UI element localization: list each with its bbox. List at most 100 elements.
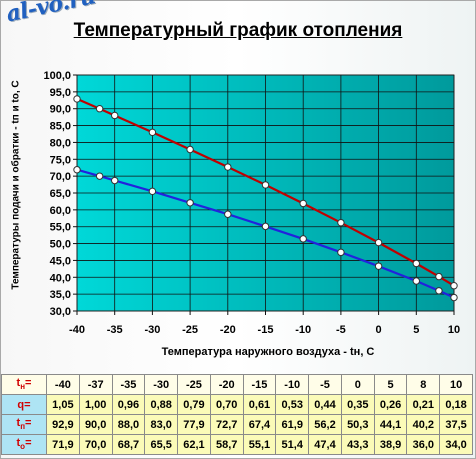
table-cell: -40 — [46, 374, 80, 395]
data-point-to — [450, 293, 458, 302]
table-cell: 40,2 — [406, 414, 441, 435]
y-tick-label: 45,0 — [50, 255, 71, 267]
table-cell: 0,44 — [308, 394, 342, 415]
x-tick-label: -5 — [336, 324, 346, 336]
x-axis-label: Температура наружного воздуха - tн, С — [161, 346, 375, 358]
table-cell: 62,1 — [177, 434, 211, 455]
table-cell: 0,53 — [275, 394, 310, 415]
data-point-tp — [73, 95, 81, 103]
table-cell: 72,7 — [209, 414, 244, 435]
data-point-to — [261, 222, 270, 231]
data-point-tp — [224, 163, 232, 171]
data-point-tp — [95, 105, 104, 113]
x-axis-ticks: -40 -35 -30 -25 -20 -15 -10 -5 0 5 10 — [69, 311, 460, 336]
x-tick-label: -30 — [144, 324, 160, 336]
row-header-subscript: о — [20, 442, 26, 452]
x-tick-label: 10 — [448, 324, 460, 336]
table-cell: 0,26 — [373, 394, 408, 415]
table-cell: 44,1 — [373, 414, 408, 435]
x-tick-label: -10 — [295, 324, 311, 336]
line-chart: 30,0 35,0 40,0 45,0 50,0 55,0 60,0 65,0 70,0 75,0… — [43, 70, 460, 336]
y-tick-label: 95,0 — [50, 87, 71, 99]
data-point-to — [73, 166, 81, 174]
table-cell: 0,61 — [242, 394, 277, 415]
y-tick-label: 85,0 — [50, 121, 71, 133]
table-cell: 5 — [373, 374, 408, 395]
table-cell: -20 — [209, 374, 244, 395]
data-point-tp — [261, 181, 270, 189]
table-cell: 47,4 — [308, 434, 342, 455]
y-tick-label: 75,0 — [50, 154, 71, 166]
table-cell: 56,2 — [308, 414, 342, 435]
y-axis-ticks: 30,0 35,0 40,0 45,0 50,0 55,0 60,0 65,0 70,0 75,0… — [43, 70, 77, 318]
y-axis-label: Температуры подачи и обратки - tп и tо, … — [10, 80, 22, 290]
data-point-tp — [435, 272, 443, 281]
table-cell: 51,4 — [275, 434, 310, 455]
x-tick-label: -25 — [182, 324, 198, 336]
table-cell: 0,18 — [439, 394, 473, 415]
data-point-tp — [186, 145, 194, 154]
table-cell: 90,0 — [78, 414, 113, 435]
data-point-to — [95, 172, 104, 180]
y-tick-label: 65,0 — [50, 188, 71, 200]
data-point-tp — [412, 259, 420, 268]
row-header-subscript: н — [20, 382, 26, 392]
data-point-to — [374, 262, 383, 270]
table-row: q= 1,05 1,00 0,96 0,88 0,79 0,70 0,61 0,53 0,44 0,… — [1, 394, 473, 415]
data-point-tp — [148, 128, 157, 137]
table-cell: 8 — [406, 374, 441, 395]
series-group — [73, 95, 458, 302]
table-cell: 1,05 — [46, 394, 80, 415]
data-point-to — [299, 235, 307, 243]
table-cell: -10 — [275, 374, 310, 395]
data-point-tp — [337, 218, 345, 227]
data-point-to — [186, 199, 194, 207]
data-point-to — [412, 277, 420, 285]
table-cell: 68,7 — [111, 434, 146, 455]
x-tick-label: 0 — [376, 324, 382, 336]
table-cell: 0,21 — [406, 394, 441, 415]
table-cell: 10 — [439, 374, 473, 395]
table-cell: -37 — [78, 374, 113, 395]
y-tick-label: 55,0 — [50, 222, 71, 234]
table-cell: 0 — [340, 374, 375, 395]
y-tick-label: 35,0 — [50, 289, 71, 301]
table-cell: 77,9 — [177, 414, 211, 435]
row-header: tн= — [1, 374, 47, 395]
table-cell: 38,9 — [373, 434, 408, 455]
y-tick-label: 30,0 — [50, 306, 71, 318]
row-header-subscript: п — [20, 422, 26, 432]
table-cell: 43,3 — [340, 434, 375, 455]
table-cell: 92,9 — [46, 414, 80, 435]
data-point-tp — [374, 238, 383, 247]
table-row: tп= 92,9 90,0 88,0 83,0 77,9 72,7 67,4 61,9 56,2 5… — [1, 414, 473, 435]
table-cell: 36,0 — [406, 434, 441, 455]
grid-lines — [76, 74, 455, 312]
y-tick-label: 40,0 — [50, 272, 71, 284]
table-cell: 70,0 — [78, 434, 113, 455]
x-tick-label: 5 — [413, 324, 419, 336]
table-cell: 37,5 — [439, 414, 473, 435]
data-point-to — [435, 287, 443, 295]
table-cell: -30 — [144, 374, 179, 395]
table-cell: 88,0 — [111, 414, 146, 435]
table-cell: 61,9 — [275, 414, 310, 435]
y-tick-label: 90,0 — [50, 104, 71, 116]
chart-title: Температурный график отопления — [73, 20, 403, 41]
table-cell: -35 — [111, 374, 146, 395]
table-cell: 58,7 — [209, 434, 244, 455]
y-tick-label: 60,0 — [50, 205, 71, 217]
data-point-to — [111, 176, 119, 185]
table-cell: 1,00 — [78, 394, 113, 415]
y-tick-label: 50,0 — [50, 239, 71, 251]
data-point-tp — [111, 111, 119, 120]
table-cell: 65,5 — [144, 434, 179, 455]
table-cell: 83,0 — [144, 414, 179, 435]
table-cell: 34,0 — [439, 434, 473, 455]
y-tick-label: 100,0 — [43, 70, 71, 82]
data-point-to — [224, 210, 232, 218]
table-cell: 0,88 — [144, 394, 179, 415]
data-point-tp — [450, 282, 458, 290]
table-cell: -5 — [308, 374, 342, 395]
data-table: tн= -40 -37 -35 -30 -25 -20 -15 -10 -5 0 5 8 10 q= 1,05… — [1, 374, 473, 455]
